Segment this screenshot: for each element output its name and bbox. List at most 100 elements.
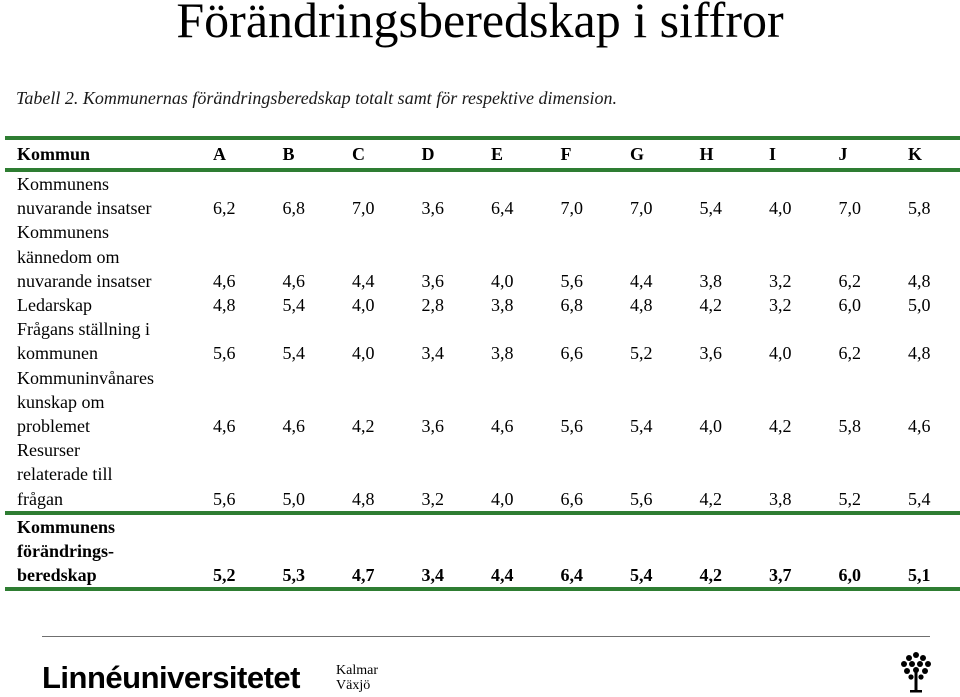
cell-h: 4,2 [699, 488, 723, 509]
cell-a: 5,6 [213, 488, 236, 509]
row-label: Frågans ställning i kommunen [5, 317, 213, 365]
cell-h: 4,0 [699, 416, 723, 437]
row-label: Kommunens kännedom om nuvarande insatser [5, 220, 213, 293]
cell-d: 3,2 [421, 488, 445, 509]
cell-d: 3,6 [421, 270, 445, 291]
cell-h: 5,4 [699, 198, 723, 219]
cell-c: 4,8 [352, 488, 375, 509]
table-caption: Tabell 2. Kommunernas förändringsberedsk… [16, 88, 617, 108]
row-label-line: Frågans ställning i [17, 319, 150, 340]
table-row: Ledarskap 4,8 5,4 4,0 2,8 3,8 6,8 4,8 4,2 3,2 6,0 5… [5, 293, 960, 317]
cell-b: 5,0 [282, 488, 306, 509]
cell-e: 3,8 [491, 343, 514, 364]
cell-c: 4,0 [352, 343, 375, 364]
table-header-row: Kommun A B C D E F G H I J K [5, 140, 960, 168]
logo-city-vaxjo: Växjö [336, 678, 371, 693]
cell-e: 6,4 [491, 198, 514, 219]
cell-b: 6,8 [282, 198, 306, 219]
header-rule [5, 168, 960, 172]
cell-a: 4,6 [213, 416, 236, 437]
cell-j: 5,8 [838, 416, 862, 437]
cell-c: 4,2 [352, 416, 375, 437]
row-label-line: Kommunens [17, 222, 109, 243]
cell-c: 4,4 [352, 270, 375, 291]
cell-b: 5,4 [282, 343, 306, 364]
cell-d: 3,4 [421, 565, 445, 586]
row-label-line: kunskap om [17, 391, 105, 412]
row-label-line: relaterade till [17, 464, 113, 485]
cell-f: 6,4 [560, 565, 584, 586]
row-label-line: beredskap [17, 565, 97, 586]
data-table-container: Kommun A B C D E F G H I J K Kommunens nuvarande in… [5, 136, 960, 592]
cell-i: 3,2 [769, 270, 792, 291]
cell-i: 3,7 [769, 565, 792, 586]
table-row: Kommunens kännedom om nuvarande insatser 4,… [5, 220, 960, 293]
header-kommun: Kommun [17, 143, 91, 164]
cell-c: 4,0 [352, 295, 375, 316]
row-label-line: frågan [17, 488, 63, 509]
cell-b: 4,6 [282, 270, 306, 291]
table-top-rule [5, 136, 960, 140]
footer-divider [42, 636, 930, 637]
cell-a: 6,2 [213, 198, 236, 219]
row-label-line: nuvarande insatser [17, 198, 152, 219]
cell-f: 6,6 [560, 488, 584, 509]
cell-d: 3,6 [421, 198, 445, 219]
cell-f: 5,6 [560, 416, 584, 437]
cell-g: 5,6 [630, 488, 653, 509]
table-row: Kommuninvånares kunskap om problemet 4,6 4,6… [5, 366, 960, 439]
row-label: Kommunens förändrings-beredskap [5, 515, 213, 588]
cell-b: 5,3 [282, 565, 306, 586]
cell-h: 4,2 [699, 295, 723, 316]
row-label-line: förändrings- [17, 541, 115, 562]
table-row: Frågans ställning i kommunen 5,6 5,4 4,0 3,4 3… [5, 317, 960, 365]
cell-i: 4,0 [769, 343, 792, 364]
header-col-i: I [769, 143, 777, 164]
cell-f: 6,6 [560, 343, 584, 364]
cell-e: 4,4 [491, 565, 514, 586]
cell-c: 7,0 [352, 198, 375, 219]
header-col-f: F [560, 143, 572, 164]
header-col-k: K [908, 143, 923, 164]
cell-i: 4,0 [769, 198, 792, 219]
cell-e: 4,0 [491, 270, 514, 291]
row-label-line: problemet [17, 416, 90, 437]
cell-e: 4,6 [491, 416, 514, 437]
row-label-line: Kommunens [17, 516, 116, 537]
header-col-c: C [352, 143, 365, 164]
row-label-line: Resurser [17, 440, 80, 461]
cell-e: 3,8 [491, 295, 514, 316]
cell-j: 6,2 [838, 343, 862, 364]
cell-k: 4,8 [908, 270, 931, 291]
table-total-row: Kommunens förändrings-beredskap 5,2 5,3 4,7 3… [5, 515, 960, 588]
cell-j: 6,0 [838, 565, 862, 586]
row-label: Kommunens nuvarande insatser [5, 172, 213, 220]
cell-g: 5,4 [630, 416, 653, 437]
cell-j: 7,0 [838, 198, 862, 219]
cell-g: 5,4 [630, 565, 653, 586]
cell-j: 6,2 [838, 270, 862, 291]
cell-f: 6,8 [560, 295, 584, 316]
cell-k: 5,4 [908, 488, 931, 509]
row-label-line: kommunen [17, 343, 98, 364]
cell-h: 3,8 [699, 270, 723, 291]
cell-g: 4,8 [630, 295, 653, 316]
slide-title: Förändringsberedskap i siffror [176, 0, 784, 48]
cell-h: 4,2 [699, 565, 723, 586]
header-col-h: H [699, 143, 714, 164]
cell-k: 5,8 [908, 198, 931, 219]
university-logo-text: Linnéuniversitetet [42, 660, 301, 695]
row-label-line: kännedom om [17, 246, 120, 267]
total-rule [5, 510, 960, 515]
table-row: Kommunens nuvarande insatser 6,2 6,8 7,0 3,6 6… [5, 172, 960, 220]
cell-k: 5,1 [908, 565, 931, 586]
cell-k: 4,8 [908, 343, 931, 364]
table-row: Resurser relaterade till frågan 5,6 5,0 4,8 3,… [5, 438, 960, 511]
data-table: Kommun A B C D E F G H I J K Kommunens nuvarande in… [5, 140, 960, 592]
cell-j: 6,0 [838, 295, 862, 316]
cell-c: 4,7 [352, 565, 375, 586]
cell-j: 5,2 [838, 488, 862, 509]
cell-b: 4,6 [282, 416, 306, 437]
cell-k: 5,0 [908, 295, 931, 316]
cell-f: 7,0 [560, 198, 584, 219]
